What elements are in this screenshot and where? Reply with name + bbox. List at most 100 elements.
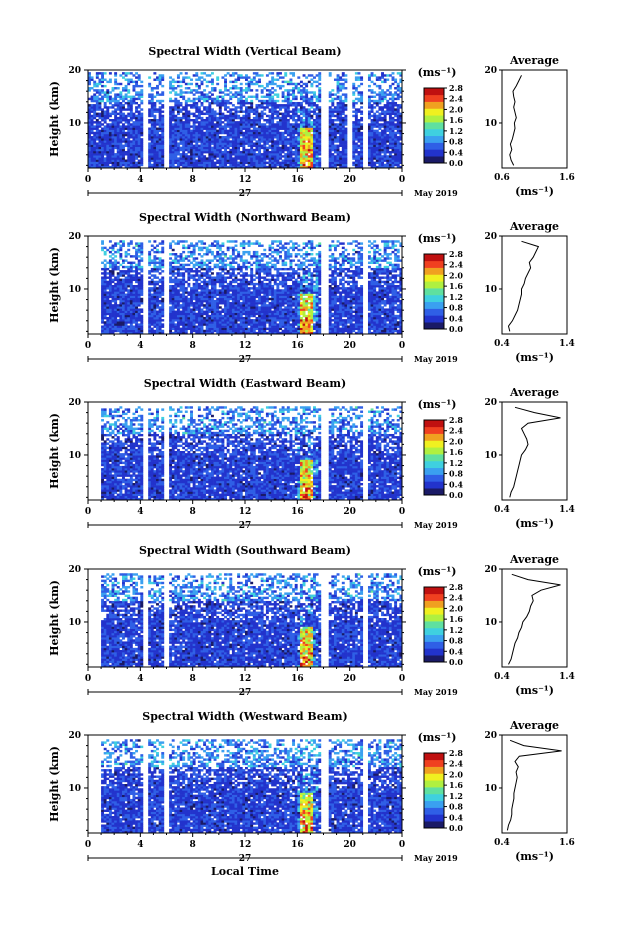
heatmap-cell	[125, 285, 128, 287]
heatmap-cell	[93, 110, 96, 112]
heatmap-cell	[316, 159, 319, 161]
heatmap-cell	[195, 285, 198, 287]
heatmap-cell	[198, 253, 201, 255]
heatmap-cell	[104, 102, 107, 104]
heatmap-cell	[255, 89, 258, 91]
heatmap-cell	[381, 125, 384, 127]
heatmap-cell	[248, 85, 251, 87]
heatmap-cell	[112, 298, 115, 300]
heatmap-cell	[305, 121, 308, 123]
heatmap-cell	[101, 302, 104, 304]
heatmap-cell	[334, 147, 337, 149]
heatmap-cell	[266, 106, 269, 108]
heatmap-cell	[198, 162, 201, 164]
heatmap-cell	[339, 108, 342, 110]
heatmap-cell	[242, 100, 245, 102]
colorbar-tick-label: 2.8	[449, 83, 463, 93]
heatmap-cell	[253, 130, 256, 132]
heatmap-cell	[172, 313, 175, 315]
heatmap-cell	[135, 291, 138, 293]
heatmap-cell	[140, 147, 143, 149]
colorbar-segment	[424, 108, 444, 115]
heatmap-cell	[130, 125, 133, 127]
heatmap-cell	[381, 162, 384, 164]
heatmap-cell	[195, 145, 198, 147]
heatmap-cell	[119, 279, 122, 281]
heatmap-cell	[255, 93, 258, 95]
heatmap-cell	[112, 317, 115, 319]
heatmap-cell	[169, 147, 172, 149]
heatmap-cell	[130, 287, 133, 289]
heatmap-cell	[125, 302, 128, 304]
heatmap-cell	[392, 113, 395, 115]
heatmap-cell	[174, 140, 177, 142]
heatmap-cell	[305, 147, 308, 149]
heatmap-cell	[214, 153, 217, 155]
heatmap-cell	[342, 83, 345, 85]
heatmap-cell	[187, 162, 190, 164]
heatmap-cell	[355, 102, 358, 104]
heatmap-cell	[337, 147, 340, 149]
heatmap-cell	[101, 308, 104, 310]
heatmap-cell	[187, 157, 190, 159]
heatmap-cell	[287, 142, 290, 144]
heatmap-cell	[153, 262, 156, 264]
heatmap-cell	[119, 164, 122, 166]
heatmap-cell	[397, 115, 400, 117]
heatmap-cell	[193, 285, 196, 287]
heatmap-cell	[392, 157, 395, 159]
average-x-label: (ms⁻¹)	[515, 185, 554, 198]
heatmap-cell	[161, 281, 164, 283]
heatmap-cell	[119, 155, 122, 157]
heatmap-cell	[295, 136, 298, 138]
heatmap-cell	[195, 151, 198, 153]
heatmap-cell	[195, 315, 198, 317]
heatmap-cell	[117, 311, 120, 313]
heatmap-cell	[177, 240, 180, 242]
heatmap-cell	[177, 132, 180, 134]
heatmap-cell	[368, 125, 371, 127]
heatmap-cell	[140, 130, 143, 132]
heatmap-cell	[329, 117, 332, 119]
heatmap-cell	[153, 302, 156, 304]
heatmap-cell	[187, 145, 190, 147]
heatmap-cell	[187, 272, 190, 274]
heatmap-cell	[373, 157, 376, 159]
heatmap-cell	[159, 125, 162, 127]
heatmap-cell	[125, 145, 128, 147]
heatmap-cell	[109, 159, 112, 161]
heatmap-cell	[206, 123, 209, 125]
heatmap-cell	[392, 142, 395, 144]
heatmap-cell	[180, 266, 183, 268]
heatmap-cell	[122, 128, 125, 130]
x-tick-label: 8	[190, 175, 196, 185]
heatmap-cell	[119, 308, 122, 310]
heatmap-cell	[195, 294, 198, 296]
heatmap-cell	[318, 128, 321, 130]
heatmap-cell	[339, 162, 342, 164]
heatmap-cell	[130, 317, 133, 319]
heatmap-cell	[169, 272, 172, 274]
heatmap-cell	[250, 89, 253, 91]
heatmap-cell	[392, 79, 395, 81]
heatmap-cell	[109, 266, 112, 268]
heatmap-cell	[130, 283, 133, 285]
heatmap-cell	[114, 132, 117, 134]
heatmap-cell	[177, 130, 180, 132]
heatmap-cell	[344, 79, 347, 81]
heatmap-cell	[211, 140, 214, 142]
heatmap-cell	[195, 106, 198, 108]
heatmap-cell	[201, 313, 204, 315]
heatmap-cell	[305, 125, 308, 127]
heatmap-cell	[132, 291, 135, 293]
heatmap-cell	[185, 142, 188, 144]
heatmap-cell	[93, 117, 96, 119]
heatmap-cell	[376, 79, 379, 81]
heatmap-cell	[269, 164, 272, 166]
heatmap-cell	[337, 108, 340, 110]
heatmap-cell	[258, 123, 261, 125]
heatmap-cell	[334, 164, 337, 166]
heatmap-cell	[237, 151, 240, 153]
heatmap-cell	[279, 108, 282, 110]
heatmap-cell	[392, 76, 395, 78]
